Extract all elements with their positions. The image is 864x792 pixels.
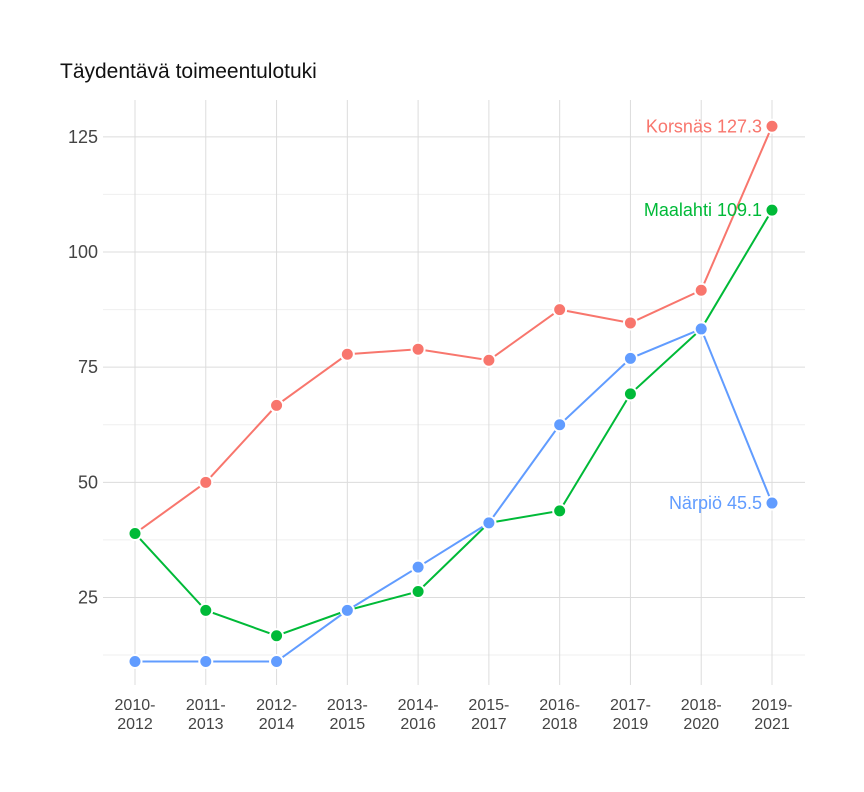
data-point-maalahti xyxy=(552,503,568,519)
chart-title: Täydentävä toimeentulotuki xyxy=(60,60,317,83)
data-point-maalahti xyxy=(764,202,780,218)
x-tick-label: 2018- xyxy=(681,697,722,714)
x-tick-label: 2015- xyxy=(468,697,509,714)
data-point-korsn-s xyxy=(269,397,285,413)
data-point-n-rpi- xyxy=(552,417,568,433)
data-point-korsn-s xyxy=(481,352,497,368)
x-tick-label: 2012- xyxy=(256,697,297,714)
series-line-maalahti xyxy=(134,209,773,637)
data-point-n-rpi- xyxy=(339,602,355,618)
y-tick-label: 75 xyxy=(78,357,98,377)
data-point-korsn-s xyxy=(410,341,426,357)
data-point-n-rpi- xyxy=(693,321,709,337)
data-point-maalahti xyxy=(410,583,426,599)
end-labels: Korsnäs 127.3 Maalahti 109.1 Närpiö 45.5 xyxy=(644,116,762,513)
data-point-korsn-s xyxy=(198,474,214,490)
x-tick-label: 2012 xyxy=(117,716,153,733)
x-tick-label: 2014- xyxy=(398,697,439,714)
data-point-n-rpi- xyxy=(481,515,497,531)
end-label-n-rpi-: Närpiö 45.5 xyxy=(669,493,762,513)
x-tick-label: 2016 xyxy=(400,716,436,733)
x-tick-label: 2016- xyxy=(539,697,580,714)
data-point-korsn-s xyxy=(622,315,638,331)
x-tick-label: 2021 xyxy=(754,716,790,733)
data-point-n-rpi- xyxy=(198,654,214,670)
data-point-korsn-s xyxy=(764,118,780,134)
data-point-n-rpi- xyxy=(622,350,638,366)
data-point-n-rpi- xyxy=(410,559,426,575)
x-tick-label: 2015 xyxy=(330,716,366,733)
data-point-korsn-s xyxy=(693,282,709,298)
x-tick-label: 2013- xyxy=(327,697,368,714)
data-point-n-rpi- xyxy=(269,654,285,670)
y-tick-label: 125 xyxy=(68,127,98,147)
data-point-maalahti xyxy=(127,525,143,541)
x-tick-label: 2013 xyxy=(188,716,224,733)
series-lines xyxy=(127,118,780,670)
data-point-maalahti xyxy=(269,628,285,644)
x-tick-label: 2020 xyxy=(683,716,719,733)
x-axis-ticks: 2010- 2012 2011- 2013 2012- 2014 2013- 2015 2014… xyxy=(115,697,793,733)
y-tick-label: 100 xyxy=(68,242,98,262)
data-point-maalahti xyxy=(198,602,214,618)
data-point-korsn-s xyxy=(339,346,355,362)
x-tick-label: 2017- xyxy=(610,697,651,714)
x-tick-label: 2017 xyxy=(471,716,507,733)
data-point-korsn-s xyxy=(552,302,568,318)
y-tick-label: 50 xyxy=(78,472,98,492)
x-tick-label: 2010- xyxy=(115,697,156,714)
grid xyxy=(103,100,805,685)
y-axis-ticks: 25 50 75 100 125 xyxy=(68,127,98,608)
series-line-korsn-s xyxy=(134,125,773,535)
x-tick-label: 2019 xyxy=(613,716,649,733)
x-tick-label: 2014 xyxy=(259,716,295,733)
y-tick-label: 25 xyxy=(78,587,98,607)
x-tick-label: 2019- xyxy=(752,697,793,714)
series-line-n-rpi- xyxy=(135,327,773,663)
data-point-n-rpi- xyxy=(127,654,143,670)
data-point-n-rpi- xyxy=(764,495,780,511)
x-tick-label: 2011- xyxy=(186,697,226,714)
x-tick-label: 2018 xyxy=(542,716,578,733)
end-label-maalahti: Maalahti 109.1 xyxy=(644,200,762,220)
data-point-maalahti xyxy=(622,386,638,402)
end-label-korsn-s: Korsnäs 127.3 xyxy=(646,116,762,136)
